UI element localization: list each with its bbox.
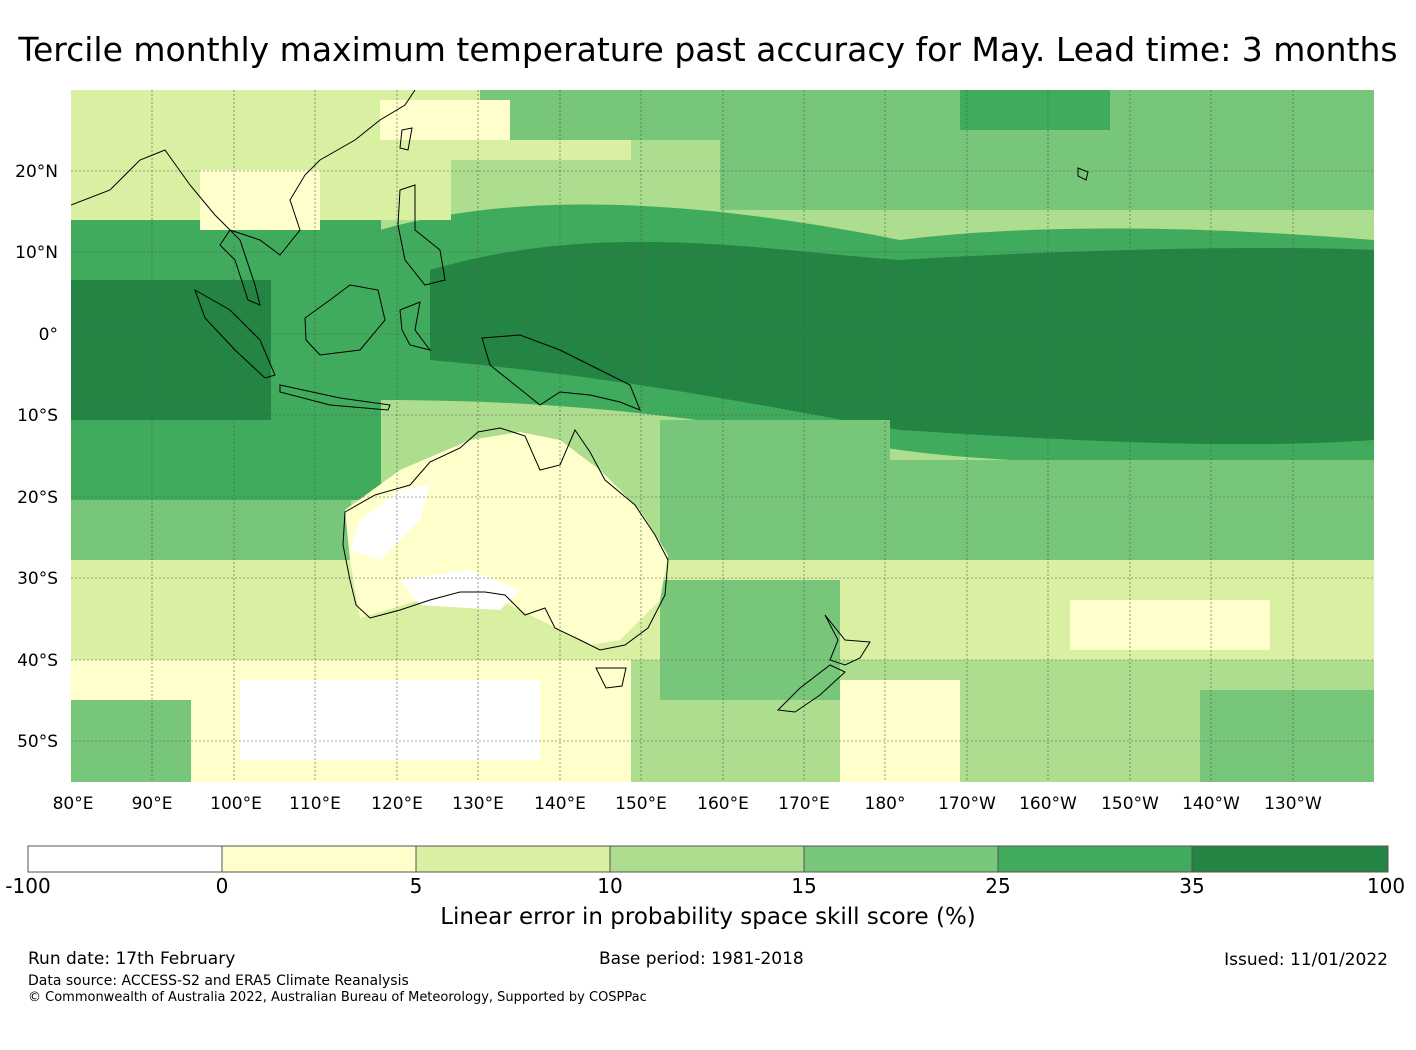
colorbar — [27, 845, 1389, 873]
lat-labels: 20°N 10°N 0° 10°S 20°S 30°S 40°S 50°S — [15, 162, 58, 752]
lon-label: 140°E — [534, 794, 586, 814]
colorbar-segment — [415, 845, 611, 873]
run-date: Run date: 17th February — [28, 949, 236, 969]
lat-label: 10°S — [17, 406, 58, 426]
lon-label: 160°E — [697, 794, 749, 814]
colorbar-segment — [27, 845, 223, 873]
lon-labels: 80°E 90°E 100°E 110°E 120°E 130°E 140°E … — [53, 794, 1323, 814]
coastlines — [71, 90, 1089, 713]
lon-label: 170°E — [778, 794, 830, 814]
lat-label: 20°N — [15, 162, 58, 182]
lon-label: 180° — [865, 794, 906, 814]
hawaii-coast — [1077, 167, 1089, 181]
new-guinea-coast — [481, 334, 641, 411]
colorbar-tick: 0 — [216, 874, 229, 898]
lon-label: 130°W — [1264, 794, 1322, 814]
graticule — [71, 90, 1374, 782]
colorbar-segment — [221, 845, 417, 873]
lon-label: 160°W — [1019, 794, 1077, 814]
sumatra-coast — [194, 288, 276, 379]
lon-label: 80°E — [53, 794, 94, 814]
colorbar-tick: 10 — [597, 874, 622, 898]
philippines-coast — [397, 184, 446, 286]
borneo-coast — [304, 284, 386, 356]
colorbar-segment — [997, 845, 1193, 873]
lat-label: 40°S — [17, 651, 58, 671]
data-source: Data source: ACCESS-S2 and ERA5 Climate … — [28, 973, 409, 989]
base-period: Base period: 1981-2018 — [599, 949, 804, 969]
colorbar-segment — [1191, 845, 1389, 873]
mainland-asia-coast — [71, 90, 416, 306]
colorbar-tick: -100 — [5, 874, 50, 898]
colorbar-segment — [803, 845, 999, 873]
lat-label: 0° — [39, 325, 58, 345]
colorbar-segment — [609, 845, 805, 873]
lat-label: 20°S — [17, 488, 58, 508]
colorbar-tick: 35 — [1179, 874, 1204, 898]
nz-south-coast — [776, 664, 846, 713]
nz-north-coast — [824, 614, 871, 666]
copyright: © Commonwealth of Australia 2022, Austra… — [28, 990, 647, 1005]
java-coast — [279, 384, 391, 411]
tasmania-coast — [595, 667, 627, 689]
lat-label: 50°S — [17, 732, 58, 752]
colorbar-tick: 15 — [791, 874, 816, 898]
lon-label: 150°E — [615, 794, 667, 814]
lat-label: 10°N — [15, 243, 58, 263]
chart-title: Tercile monthly maximum temperature past… — [18, 30, 1398, 69]
lat-label: 30°S — [17, 569, 58, 589]
colorbar-tick: 100 — [1367, 874, 1405, 898]
lon-label: 100°E — [210, 794, 262, 814]
lon-label: 140°W — [1182, 794, 1240, 814]
colorbar-tick: 25 — [985, 874, 1010, 898]
colorbar-label: Linear error in probability space skill … — [440, 904, 976, 930]
taiwan-coast — [399, 127, 413, 151]
colorbar-tick: 5 — [410, 874, 423, 898]
australia-coast — [342, 427, 669, 651]
lon-label: 150°W — [1101, 794, 1159, 814]
lon-label: 120°E — [371, 794, 423, 814]
lon-label: 170°W — [938, 794, 996, 814]
lon-label: 90°E — [132, 794, 173, 814]
sulawesi-coast — [399, 301, 432, 351]
lon-label: 110°E — [289, 794, 341, 814]
issued-date: Issued: 11/01/2022 — [1224, 950, 1388, 970]
colorbar-ticks: -100 0 5 10 15 25 35 100 — [5, 874, 1405, 898]
skill-score-field — [71, 90, 1374, 782]
lon-label: 130°E — [452, 794, 504, 814]
